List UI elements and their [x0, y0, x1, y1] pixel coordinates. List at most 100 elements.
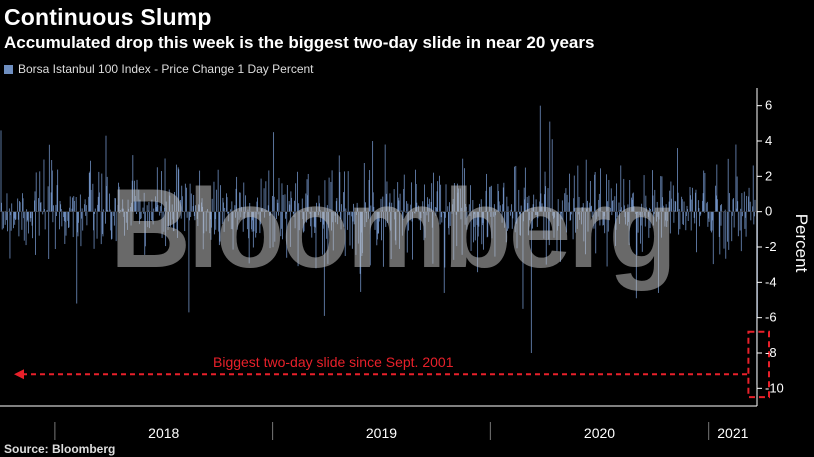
bar [51, 160, 53, 212]
bar [385, 193, 387, 212]
bar [56, 185, 58, 212]
bar [668, 201, 670, 212]
bar [724, 211, 725, 212]
bar [749, 210, 751, 212]
bar [566, 211, 567, 233]
bar [252, 211, 254, 221]
bar [73, 196, 75, 212]
bar [548, 211, 550, 246]
bar [331, 170, 333, 212]
bar [278, 177, 280, 212]
bar [530, 211, 532, 353]
bar [353, 203, 354, 212]
bar [113, 211, 115, 226]
bar [326, 205, 328, 212]
bar [63, 211, 65, 221]
bar [459, 188, 461, 212]
bar [310, 207, 312, 212]
bar [551, 139, 553, 212]
bar [152, 211, 154, 225]
bar [549, 121, 551, 212]
bar [207, 211, 209, 213]
bar [84, 204, 85, 212]
bar [7, 211, 8, 232]
bar [260, 178, 262, 212]
bar [381, 211, 382, 241]
bar [264, 210, 266, 212]
bar [540, 193, 542, 212]
bar [34, 200, 35, 212]
bar [434, 206, 436, 212]
bar [380, 198, 382, 212]
bar [678, 209, 680, 212]
bar [327, 211, 329, 264]
bar [88, 172, 90, 212]
bar [31, 211, 32, 213]
bar [155, 196, 156, 212]
bars-layer [0, 105, 758, 385]
bar [745, 211, 747, 237]
bar [127, 199, 129, 212]
bar [535, 199, 537, 212]
bar [462, 158, 464, 212]
bar [686, 205, 688, 212]
bar [268, 170, 270, 212]
bar [524, 199, 526, 212]
bar [113, 211, 115, 216]
bar [232, 211, 233, 230]
bar [168, 189, 170, 212]
bar [298, 211, 300, 231]
bar [507, 206, 509, 212]
bar [38, 211, 40, 236]
bar [441, 211, 443, 223]
bar [269, 211, 271, 249]
bar [539, 105, 541, 212]
bar [111, 211, 113, 239]
bar [177, 211, 178, 238]
bar [550, 209, 551, 212]
bar [294, 200, 295, 212]
bar [631, 199, 633, 212]
bar [601, 210, 603, 212]
bar [672, 185, 674, 212]
bar [481, 211, 483, 245]
bar [231, 201, 233, 212]
bar [244, 211, 246, 214]
bar [649, 211, 651, 229]
bar [687, 211, 689, 221]
bar [347, 211, 348, 230]
bar [351, 211, 353, 217]
bar [610, 207, 612, 212]
bar [46, 210, 48, 212]
bar [193, 211, 195, 217]
bar [23, 211, 25, 219]
bar [180, 199, 181, 212]
bar [516, 211, 518, 249]
bar [109, 209, 111, 212]
bar [280, 211, 282, 229]
bar [636, 211, 638, 256]
bar [221, 211, 223, 224]
bar [42, 210, 44, 212]
bar [242, 211, 244, 232]
bar [535, 211, 536, 215]
bar [494, 211, 496, 257]
bar [252, 211, 254, 248]
bar [733, 211, 735, 228]
bar [374, 211, 376, 230]
bar [665, 211, 666, 221]
bar [628, 211, 630, 245]
bar [25, 211, 27, 246]
bar [214, 211, 215, 235]
bar [727, 211, 728, 242]
y-tick-label: -10 [765, 380, 784, 395]
bar [285, 211, 287, 214]
bar [565, 188, 567, 212]
bar [364, 211, 366, 228]
axes-layer: 6 4 2 0 -2 -4 -6 -8 -10 Percent 2018 2019 2020 2021 [0, 88, 811, 441]
bar [172, 211, 174, 232]
bar [578, 196, 580, 212]
bar [150, 211, 152, 221]
bar [674, 210, 675, 212]
bar [637, 211, 638, 214]
